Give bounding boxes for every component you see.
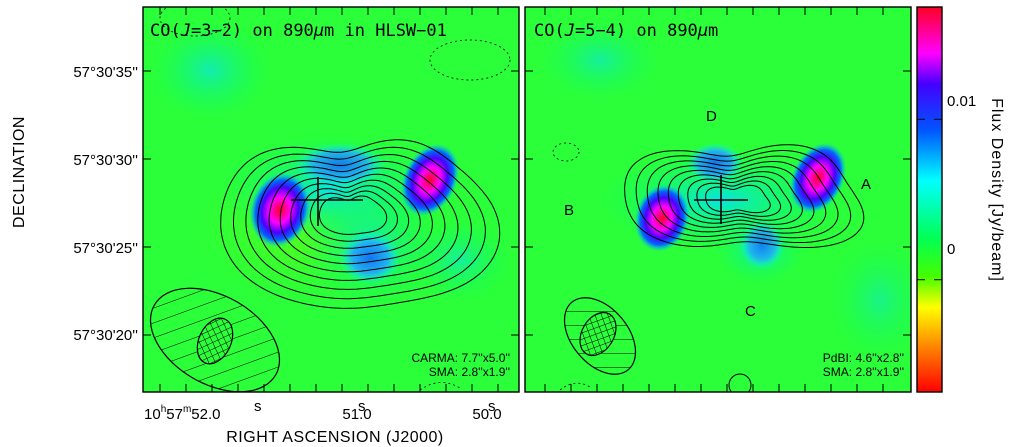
left-beam-note-carma: CARMA: 7.7''x5.0'' — [411, 351, 510, 365]
right-panel-title: CO(J=5−4) on 890μm — [534, 21, 718, 41]
right-panel: A B C D CO(J=5−4) on 890μm PdBI: 4.6''x2… — [524, 6, 912, 393]
y-tick-label: 57°30'25'' — [73, 240, 138, 257]
y-tick-label: 57°30'20'' — [73, 327, 138, 344]
left-beam-note-sma: SMA: 2.8''x1.9'' — [429, 365, 510, 379]
contour-line — [309, 190, 398, 242]
contour-line — [624, 144, 865, 248]
colorbar: 0.01 0 Flux Density [Jy/beam] — [916, 6, 1005, 393]
x-tick-label-suffix: s — [488, 398, 496, 415]
left-center-cross — [291, 177, 363, 226]
left-heatmap — [150, 7, 511, 391]
y-tick-label: 57°30'30'' — [73, 152, 138, 169]
contour-line — [667, 166, 815, 230]
contour-line — [233, 146, 486, 300]
x-tick-label-suffix: s — [358, 398, 366, 415]
contour-line — [635, 150, 852, 243]
feature-label-b: B — [564, 202, 574, 219]
colorbar-tick-label: 0.01 — [947, 93, 976, 110]
contour-line — [687, 175, 792, 221]
y-tick-label: 57°30'35'' — [73, 64, 138, 81]
right-beam-note-pdbi: PdBI: 4.6''x2.8'' — [823, 351, 904, 365]
contour-line — [220, 139, 501, 309]
contour-line — [318, 195, 388, 235]
left-panel-title: CO(J=3−2) on 890μm in HLSW−01 — [150, 21, 447, 41]
contour-line — [268, 167, 446, 273]
left-contours — [220, 139, 501, 309]
right-contours — [624, 144, 865, 248]
contour-line — [657, 161, 827, 234]
right-beam-note-sma: SMA: 2.8''x1.9'' — [823, 365, 904, 379]
left-frame — [142, 6, 520, 393]
left-beam-sma — [196, 317, 234, 365]
contour-line — [646, 155, 839, 239]
colorbar-ticks — [917, 118, 942, 281]
colorbar-label: Flux Density [Jy/beam] — [988, 98, 1005, 282]
x-tick-label: 10h57m52.0 — [144, 404, 220, 423]
right-frame — [524, 6, 912, 393]
y-axis-label: DECLINATION — [11, 116, 28, 228]
contour-line — [677, 171, 803, 225]
contour-line — [245, 153, 472, 290]
x-axis-label: RIGHT ASCENSION (J2000) — [226, 429, 443, 446]
colorbar-gradient — [917, 7, 942, 392]
feature-label-d: D — [706, 108, 717, 125]
right-axis-ticks — [525, 7, 911, 392]
contour-line — [290, 179, 421, 257]
feature-label-c: C — [745, 303, 756, 320]
left-panel: CO(J=3−2) on 890μm in HLSW−01 CARMA: 7.7… — [142, 6, 520, 393]
contour-line — [257, 160, 459, 281]
colorbar-tick-label: 0 — [947, 241, 955, 258]
colorbar-frame — [916, 6, 943, 393]
right-beam-sma — [579, 311, 617, 357]
contour-line — [300, 185, 410, 249]
feature-label-a: A — [861, 176, 871, 193]
x-tick-label: 51.0 — [342, 406, 371, 423]
x-tick-label-suffix: s — [254, 398, 262, 415]
left-axis-ticks — [143, 7, 519, 392]
right-center-cross — [694, 175, 748, 224]
x-tick-label: 50.0 — [472, 406, 501, 423]
contour-line — [279, 173, 433, 265]
